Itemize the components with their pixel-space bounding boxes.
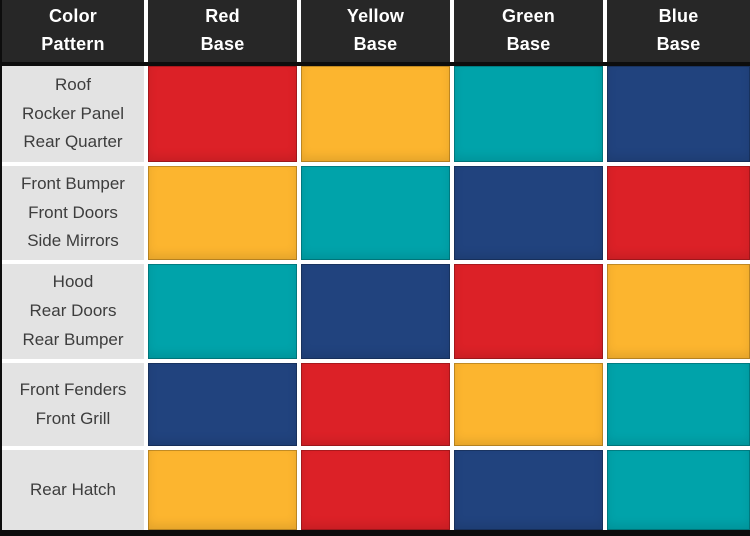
color-swatch-cell [148, 450, 297, 530]
header-cell-blue-base: Blue Base [607, 0, 750, 62]
color-swatch-cell [607, 166, 750, 260]
table-header-row: Color Pattern Red Base Yellow Base Green… [2, 0, 750, 62]
color-swatch-cell [454, 264, 603, 359]
color-swatch-cell [607, 363, 750, 446]
row-label-roof-group: Roof Rocker Panel Rear Quarter [2, 66, 144, 162]
color-swatch-cell [607, 66, 750, 162]
color-swatch-cell [148, 66, 297, 162]
color-swatch-cell [607, 264, 750, 359]
header-cell-yellow-base: Yellow Base [301, 0, 450, 62]
color-swatch-cell [301, 363, 450, 446]
row-label-hood-group: Hood Rear Doors Rear Bumper [2, 264, 144, 359]
row-label-front-fenders-group: Front Fenders Front Grill [2, 363, 144, 446]
header-cell-red-base: Red Base [148, 0, 297, 62]
header-cell-color-pattern: Color Pattern [2, 0, 144, 62]
row-label-front-bumper-group: Front Bumper Front Doors Side Mirrors [2, 166, 144, 260]
color-swatch-cell [454, 450, 603, 530]
color-swatch-cell [148, 264, 297, 359]
color-swatch-cell [301, 66, 450, 162]
color-swatch-cell [454, 166, 603, 260]
color-swatch-cell [301, 450, 450, 530]
row-label-rear-hatch: Rear Hatch [2, 450, 144, 530]
header-cell-green-base: Green Base [454, 0, 603, 62]
color-swatch-cell [148, 166, 297, 260]
color-swatch-cell [301, 166, 450, 260]
color-swatch-cell [148, 363, 297, 446]
table-body: Roof Rocker Panel Rear Quarter Front Bum… [2, 66, 750, 530]
color-swatch-cell [454, 363, 603, 446]
color-swatch-cell [607, 450, 750, 530]
color-swatch-cell [454, 66, 603, 162]
color-swatch-cell [301, 264, 450, 359]
